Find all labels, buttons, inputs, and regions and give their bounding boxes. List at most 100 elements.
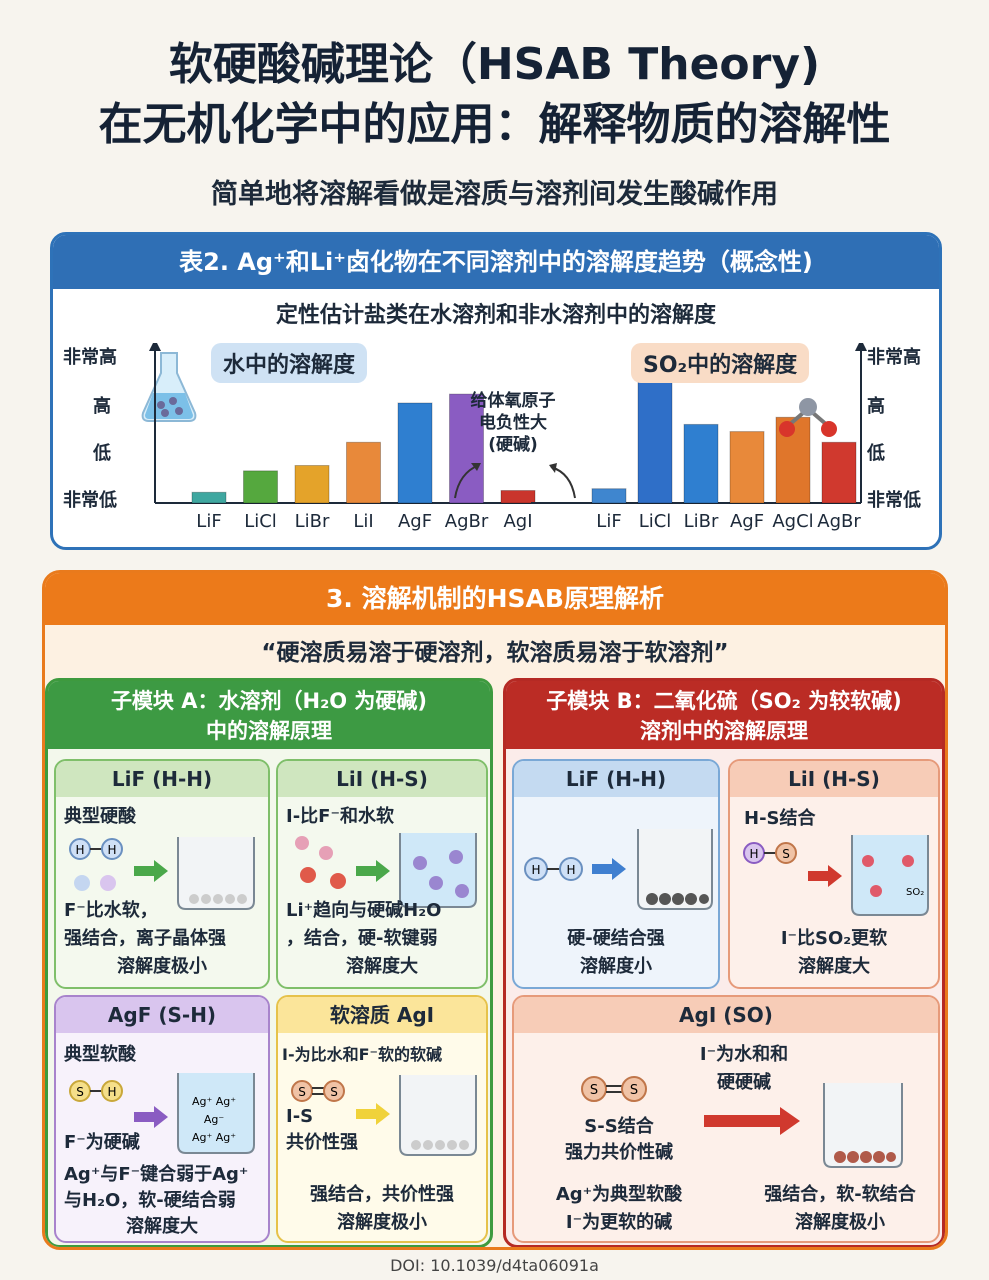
card-text: I-S (286, 1106, 314, 1127)
card-a-agf: AgF (S-H) 典型软酸 S H Ag⁺ Ag⁺ Ag⁻ Ag⁺ Ag⁺ F… (54, 995, 270, 1243)
y-tick-label: 非常低 (63, 490, 117, 511)
x-tick-label: LiBr (684, 511, 719, 532)
module-b: 子模块 B：二氧化硫（SO₂ 为较软碱) 溶剂中的溶解原理 LiF (H-H) … (503, 678, 945, 1247)
module-a-title: 子模块 A：水溶剂（H₂O 为硬碱) (110, 689, 428, 713)
x-tick-label: LiCl (244, 511, 277, 532)
lif-so2-beaker-illustration: H H (524, 829, 713, 910)
card-b-lif: LiF (H-H) H H 硬-硬结合强 溶解度小 (512, 759, 720, 989)
y-tick-label: 非常高 (63, 347, 117, 368)
card-text: I-为比水和F⁻软的软碱 (282, 1045, 442, 1064)
so2-molecule-icon (779, 398, 837, 437)
x-tick-label: LiBr (295, 511, 330, 532)
x-tick-label: LiF (596, 511, 621, 532)
bar-lif (191, 491, 227, 504)
module-a: 子模块 A：水溶剂（H₂O 为硬碱) 中的溶解原理 LiF (H-H) 典型硬酸… (45, 678, 493, 1247)
bar-lii (346, 441, 381, 504)
page-title-line1: 软硬酸碱理论（HSAB Theory) (168, 39, 821, 90)
card-text: 硬硬碱 (717, 1072, 771, 1093)
card-text: I-比F⁻和水软 (286, 806, 394, 827)
svg-text:H: H (75, 843, 84, 857)
y-tick-label: 低 (867, 443, 885, 464)
card-a-agi: 软溶质 AgI I-为比水和F⁻软的软碱 S S I-S 共价性强 强结合，共价… (276, 995, 488, 1243)
card-b-agi: AgI (SO) I⁻为水和和 硬硬碱 S S S-S结合 强力共价性碱 Ag⁺… (512, 995, 940, 1243)
section3-title: 3. 溶解机制的HSAB原理解析 (45, 573, 945, 625)
card-text: 溶解度大 (346, 956, 418, 977)
bar-agf (397, 402, 433, 504)
card-text: 强结合，离子晶体强 (64, 928, 226, 949)
section3-panel: 3. 溶解机制的HSAB原理解析 “硬溶质易溶于硬溶剂，软溶质易溶于软溶剂” 子… (42, 570, 948, 1250)
so2-chart-label: SO₂中的溶解度 (631, 343, 810, 383)
y-tick-label: 非常高 (867, 347, 921, 368)
card-text: 溶解度大 (798, 956, 870, 977)
svg-text:S: S (330, 1085, 338, 1099)
card-text: F⁻比水软， (64, 900, 158, 921)
bar-agbr (449, 393, 484, 504)
lii-so2-beaker-illustration: H S SO₂ (743, 835, 929, 916)
svg-text:SO₂: SO₂ (906, 887, 924, 898)
card-text: 强结合，软-软结合 (764, 1184, 916, 1205)
y-tick-label: 低 (93, 443, 111, 464)
x-tick-label: AgF (398, 511, 432, 532)
svg-text:H: H (107, 1085, 116, 1099)
card-text: 与H₂O，软-硬结合弱 (64, 1190, 236, 1211)
table2-panel: 表2. Ag⁺和Li⁺卤化物在不同溶剂中的溶解度趋势（概念性) 定性估计盐类在水… (50, 232, 942, 550)
svg-text:Ag⁻: Ag⁻ (204, 1113, 225, 1126)
note-line: 电负性大 (479, 413, 547, 433)
table2-subtitle: 定性估计盐类在水溶剂和非水溶剂中的溶解度 (275, 303, 716, 328)
card-text: 溶解度大 (126, 1216, 198, 1237)
svg-text:H: H (749, 847, 758, 861)
card-text: I⁻为更软的碱 (565, 1212, 673, 1233)
x-tick-label: LiF (196, 511, 221, 532)
module-b-header: 子模块 B：二氧化硫（SO₂ 为较软碱) 溶剂中的溶解原理 (506, 681, 942, 749)
doi-reference: DOI: 10.1039/d4ta06091a (390, 1256, 599, 1275)
y-tick-label: 高 (93, 396, 111, 417)
card-text: Li⁺趋向与硬碱H₂O (286, 900, 442, 921)
card-text: 共价性强 (286, 1132, 358, 1153)
annotation-note: 给体氧原子 电负性大 (硬碱) (453, 390, 573, 456)
card-text: 溶解度极小 (117, 956, 207, 977)
card-text: ，结合，硬-软键弱 (286, 928, 438, 949)
card-text: I⁻为水和和 (699, 1044, 789, 1065)
svg-text:S: S (782, 847, 790, 861)
card-text: 典型软酸 (64, 1044, 136, 1065)
card-text: 典型硬酸 (64, 806, 136, 827)
x-tick-label: AgI (503, 511, 532, 532)
module-a-title2: 中的溶解原理 (206, 719, 332, 743)
x-tick-label: LiCl (639, 511, 672, 532)
lif-beaker-illustration: H H (69, 837, 255, 910)
x-tick-label: AgBr (445, 511, 489, 532)
agi-so2-beaker-illustration: S S (581, 1076, 903, 1168)
card-header: 软溶质 AgI (278, 997, 486, 1033)
card-b-lii: LiI (H-S) H-S结合 H S SO₂ I⁻比SO₂更软 溶解度大 (728, 759, 940, 989)
so2-solubility-chart: LiF LiCl LiBr AgF AgCl AgBr (531, 343, 867, 532)
table2-title: 表2. Ag⁺和Li⁺卤化物在不同溶剂中的溶解度趋势（概念性) (53, 235, 939, 289)
svg-text:Ag⁺ Ag⁺: Ag⁺ Ag⁺ (192, 1131, 236, 1144)
y-tick-label: 非常低 (867, 490, 921, 511)
card-text: 硬-硬结合强 (567, 928, 665, 949)
svg-text:S: S (630, 1083, 638, 1098)
bar-licl (637, 381, 673, 504)
water-chart-label: 水中的溶解度 (211, 343, 368, 383)
x-tick-label: AgBr (817, 511, 861, 532)
card-text: S-S结合 (584, 1116, 654, 1137)
note-line: 给体氧原子 (470, 391, 556, 411)
card-text: Ag⁺与F⁻键合弱于Ag⁺ (64, 1164, 249, 1185)
svg-text:S: S (298, 1085, 306, 1099)
agf-beaker-illustration: S H Ag⁺ Ag⁺ Ag⁻ Ag⁺ Ag⁺ (69, 1073, 255, 1154)
x-tick-label: LiI (353, 511, 373, 532)
water-solubility-chart: LiF LiCl LiBr LiI AgF AgBr AgI (141, 343, 545, 532)
card-text: 强结合，共价性强 (310, 1184, 454, 1205)
svg-text:H: H (107, 843, 116, 857)
page-subtitle: 简单地将溶解看做是溶质与溶剂间发生酸碱作用 (211, 179, 778, 210)
agi-beaker-illustration: S S (291, 1075, 477, 1156)
svg-text:S: S (590, 1083, 598, 1098)
svg-text:H: H (531, 863, 540, 877)
card-text: 强力共价性碱 (565, 1142, 673, 1163)
card-header: AgI (SO) (514, 997, 938, 1033)
note-line: (硬碱) (488, 435, 538, 455)
x-tick-label: AgCl (772, 511, 813, 532)
bar-agf (729, 431, 765, 504)
card-a-lif: LiF (H-H) 典型硬酸 H H F⁻比水软， 强结合，离子晶体强 溶解度极… (54, 759, 270, 989)
x-tick-label: AgF (730, 511, 764, 532)
annotation-arrows (454, 463, 576, 499)
